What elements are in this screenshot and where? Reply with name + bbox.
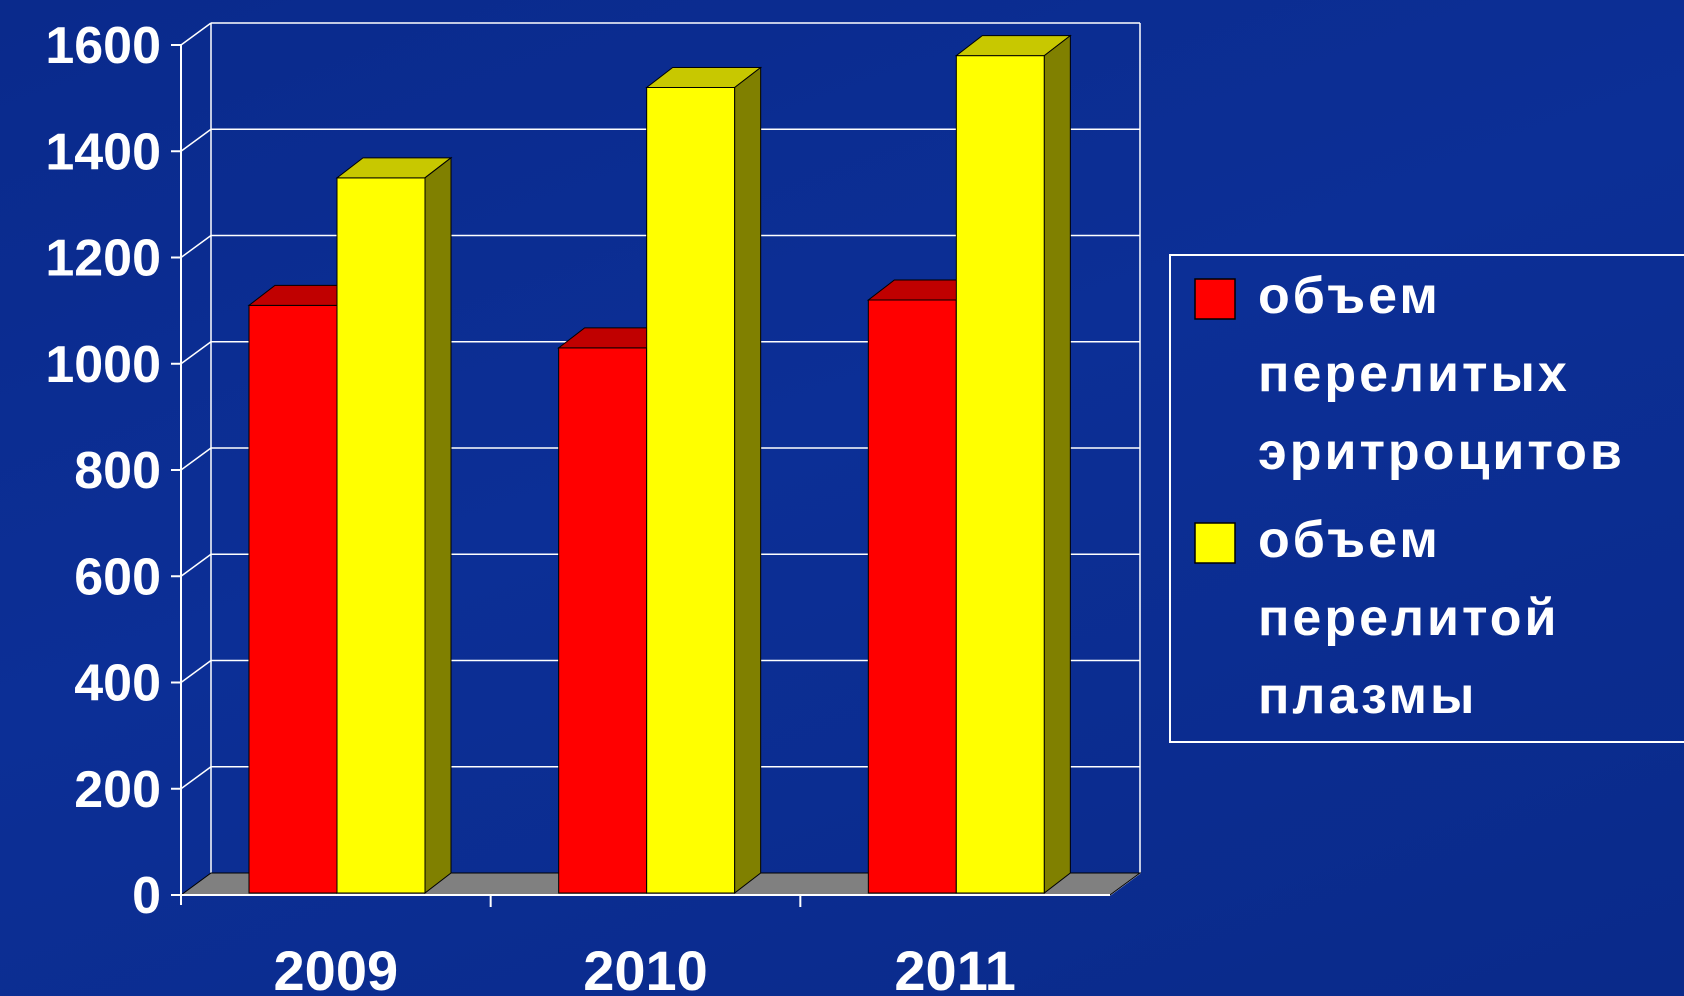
gridline-side: [180, 128, 212, 152]
legend-label: перелитых: [1258, 345, 1570, 403]
legend-label: эритроцитов: [1258, 423, 1625, 481]
y-tick-label: 1600: [45, 17, 161, 75]
bar-side: [424, 156, 452, 895]
x-axis-ticks: 2009 2010 2011: [274, 895, 1016, 996]
x-tick-label: 2010: [583, 939, 708, 996]
y-tick-label: 1000: [45, 336, 161, 394]
x-tick-label: 2009: [274, 939, 399, 996]
bar-front: [646, 87, 736, 894]
legend-label: объем: [1258, 511, 1441, 569]
gridline-side: [180, 341, 212, 365]
y-tick-label: 1400: [45, 123, 161, 181]
y-tick-label: 0: [132, 867, 161, 925]
x-tick-label: 2011: [894, 939, 1016, 996]
bar-plasma-2009: [335, 156, 453, 895]
y-axis-ticks: 0 200 400 600 800 1000 1200 1400 1600: [45, 17, 181, 925]
bar-front: [558, 347, 648, 894]
gridline-side: [180, 234, 212, 259]
legend-label: перелитой: [1258, 589, 1560, 647]
legend-box: [1169, 254, 1684, 743]
y-tick-label: 1200: [45, 230, 161, 288]
legend-label: объем: [1258, 267, 1441, 325]
gridline-side: [180, 766, 212, 790]
bar-front: [867, 299, 957, 894]
bar-front: [336, 177, 426, 894]
gridline-side: [180, 22, 212, 46]
y-tick-label: 600: [74, 548, 161, 606]
bar-front: [248, 304, 338, 894]
bar-front: [955, 55, 1045, 894]
gridline-side: [180, 659, 212, 684]
legend: объем перелитых эритроцитов объем перелитой п…: [1169, 254, 1684, 743]
legend-swatch: [1194, 278, 1236, 320]
y-tick-label: 400: [74, 655, 161, 713]
bar-plasma-2010: [645, 66, 763, 895]
y-tick-label: 800: [74, 442, 161, 500]
gridline-side: [180, 447, 212, 471]
bar-side: [1043, 34, 1071, 895]
y-tick-label: 200: [74, 761, 161, 819]
axes: [180, 45, 1110, 905]
bar-plasma-2011: [954, 34, 1072, 895]
bars: [247, 34, 1072, 895]
bar-side: [734, 66, 762, 895]
gridline-side: [180, 553, 212, 577]
legend-swatch: [1194, 522, 1236, 564]
legend-label: плазмы: [1258, 667, 1477, 725]
